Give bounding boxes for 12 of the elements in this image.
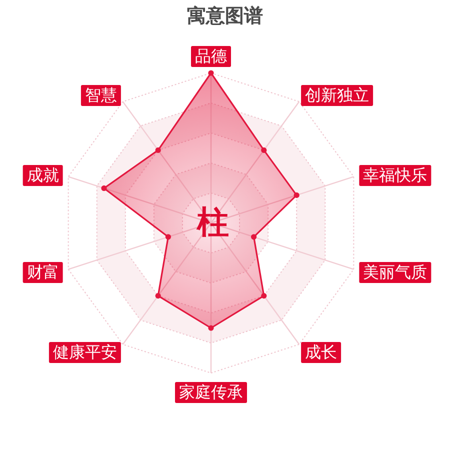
spoke-label: 美丽气质 bbox=[363, 262, 428, 282]
spoke-label: 家庭传承 bbox=[179, 382, 243, 402]
spoke-label: 幸福快乐 bbox=[363, 166, 428, 185]
spoke-label: 创新独立 bbox=[305, 86, 370, 105]
text: 柱 bbox=[196, 202, 229, 241]
spoke-label: 健康平安 bbox=[52, 342, 117, 362]
chart-title: 寓意图谱 bbox=[187, 5, 263, 27]
spoke-label: 品德 bbox=[195, 46, 227, 66]
spoke-label: 智慧 bbox=[84, 86, 117, 105]
spoke-label: 成长 bbox=[305, 342, 338, 362]
spoke-label: 成就 bbox=[26, 166, 59, 185]
spoke-label: 财富 bbox=[26, 262, 59, 282]
